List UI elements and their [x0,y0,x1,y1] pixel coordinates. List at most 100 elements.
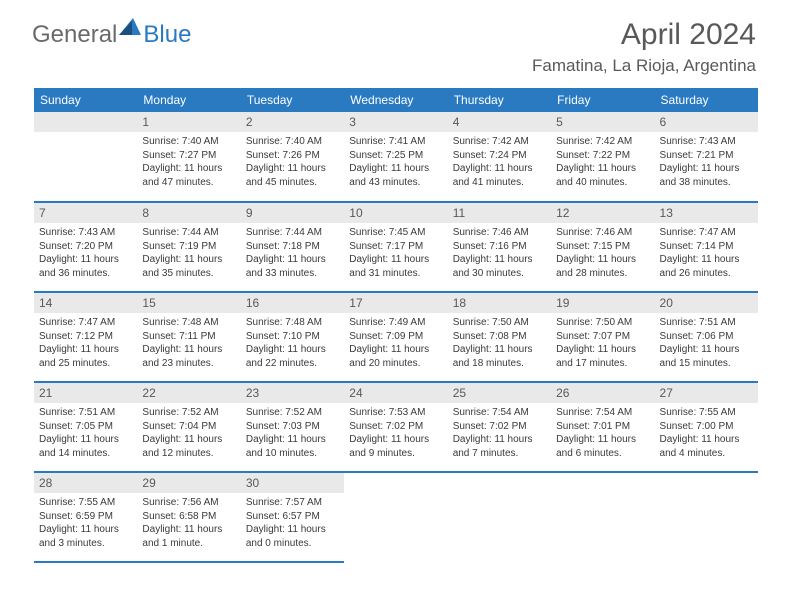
day-number: 30 [241,473,344,493]
daylight-text: Daylight: 11 hours and 17 minutes. [556,343,649,370]
day-details: Sunrise: 7:41 AMSunset: 7:25 PMDaylight:… [344,132,447,192]
sunset-text: Sunset: 7:19 PM [142,240,235,254]
day-number: 21 [34,383,137,403]
day-details: Sunrise: 7:43 AMSunset: 7:21 PMDaylight:… [655,132,758,192]
day-number: 6 [655,112,758,132]
sunset-text: Sunset: 7:07 PM [556,330,649,344]
day-number: 10 [344,203,447,223]
daylight-text: Daylight: 11 hours and 20 minutes. [349,343,442,370]
calendar-cell: 8Sunrise: 7:44 AMSunset: 7:19 PMDaylight… [137,202,240,292]
daylight-text: Daylight: 11 hours and 35 minutes. [142,253,235,280]
sunrise-text: Sunrise: 7:52 AM [246,406,339,420]
logo-text-blue: Blue [143,21,191,49]
sunrise-text: Sunrise: 7:47 AM [660,226,753,240]
weekday-header: Thursday [448,88,551,112]
sunrise-text: Sunrise: 7:48 AM [246,316,339,330]
calendar-cell: 18Sunrise: 7:50 AMSunset: 7:08 PMDayligh… [448,292,551,382]
calendar-cell: 23Sunrise: 7:52 AMSunset: 7:03 PMDayligh… [241,382,344,472]
weekday-header: Tuesday [241,88,344,112]
logo-text-general: General [32,21,117,49]
sunrise-text: Sunrise: 7:54 AM [453,406,546,420]
sunrise-text: Sunrise: 7:45 AM [349,226,442,240]
sunset-text: Sunset: 7:27 PM [142,149,235,163]
calendar-cell: 29Sunrise: 7:56 AMSunset: 6:58 PMDayligh… [137,472,240,562]
calendar-cell: 5Sunrise: 7:42 AMSunset: 7:22 PMDaylight… [551,112,654,202]
calendar-cell: 4Sunrise: 7:42 AMSunset: 7:24 PMDaylight… [448,112,551,202]
daylight-text: Daylight: 11 hours and 15 minutes. [660,343,753,370]
sunrise-text: Sunrise: 7:53 AM [349,406,442,420]
sunrise-text: Sunrise: 7:49 AM [349,316,442,330]
day-details: Sunrise: 7:42 AMSunset: 7:24 PMDaylight:… [448,132,551,192]
calendar-cell: 30Sunrise: 7:57 AMSunset: 6:57 PMDayligh… [241,472,344,562]
day-number: 12 [551,203,654,223]
day-number: 15 [137,293,240,313]
sunset-text: Sunset: 7:06 PM [660,330,753,344]
sunset-text: Sunset: 6:58 PM [142,510,235,524]
calendar-cell: 3Sunrise: 7:41 AMSunset: 7:25 PMDaylight… [344,112,447,202]
day-number: 26 [551,383,654,403]
calendar: SundayMondayTuesdayWednesdayThursdayFrid… [34,88,758,563]
calendar-cell: 1Sunrise: 7:40 AMSunset: 7:27 PMDaylight… [137,112,240,202]
weekday-header: Friday [551,88,654,112]
calendar-cell [655,472,758,562]
day-number: 28 [34,473,137,493]
sunrise-text: Sunrise: 7:40 AM [142,135,235,149]
weekday-header: Monday [137,88,240,112]
calendar-body: 1Sunrise: 7:40 AMSunset: 7:27 PMDaylight… [34,112,758,562]
sunset-text: Sunset: 7:15 PM [556,240,649,254]
daylight-text: Daylight: 11 hours and 43 minutes. [349,162,442,189]
calendar-cell: 13Sunrise: 7:47 AMSunset: 7:14 PMDayligh… [655,202,758,292]
calendar-cell: 14Sunrise: 7:47 AMSunset: 7:12 PMDayligh… [34,292,137,382]
calendar-cell: 26Sunrise: 7:54 AMSunset: 7:01 PMDayligh… [551,382,654,472]
daylight-text: Daylight: 11 hours and 4 minutes. [660,433,753,460]
calendar-row: 21Sunrise: 7:51 AMSunset: 7:05 PMDayligh… [34,382,758,472]
day-details: Sunrise: 7:46 AMSunset: 7:16 PMDaylight:… [448,223,551,283]
day-number: 5 [551,112,654,132]
day-details: Sunrise: 7:52 AMSunset: 7:03 PMDaylight:… [241,403,344,463]
calendar-cell: 25Sunrise: 7:54 AMSunset: 7:02 PMDayligh… [448,382,551,472]
daylight-text: Daylight: 11 hours and 30 minutes. [453,253,546,280]
sunset-text: Sunset: 7:03 PM [246,420,339,434]
day-details: Sunrise: 7:46 AMSunset: 7:15 PMDaylight:… [551,223,654,283]
day-details: Sunrise: 7:56 AMSunset: 6:58 PMDaylight:… [137,493,240,553]
sunrise-text: Sunrise: 7:46 AM [556,226,649,240]
sunset-text: Sunset: 7:02 PM [453,420,546,434]
location-subtitle: Famatina, La Rioja, Argentina [532,56,756,76]
sunrise-text: Sunrise: 7:47 AM [39,316,132,330]
sunset-text: Sunset: 6:57 PM [246,510,339,524]
calendar-cell [551,472,654,562]
calendar-cell: 19Sunrise: 7:50 AMSunset: 7:07 PMDayligh… [551,292,654,382]
day-details: Sunrise: 7:55 AMSunset: 7:00 PMDaylight:… [655,403,758,463]
day-number: 2 [241,112,344,132]
daylight-text: Daylight: 11 hours and 22 minutes. [246,343,339,370]
logo: General Blue [32,18,191,51]
sunrise-text: Sunrise: 7:50 AM [453,316,546,330]
calendar-cell: 11Sunrise: 7:46 AMSunset: 7:16 PMDayligh… [448,202,551,292]
calendar-row: 1Sunrise: 7:40 AMSunset: 7:27 PMDaylight… [34,112,758,202]
sunrise-text: Sunrise: 7:56 AM [142,496,235,510]
day-number: 22 [137,383,240,403]
day-details: Sunrise: 7:51 AMSunset: 7:05 PMDaylight:… [34,403,137,463]
sunset-text: Sunset: 7:02 PM [349,420,442,434]
day-number [34,112,137,132]
daylight-text: Daylight: 11 hours and 14 minutes. [39,433,132,460]
day-details: Sunrise: 7:43 AMSunset: 7:20 PMDaylight:… [34,223,137,283]
sunrise-text: Sunrise: 7:41 AM [349,135,442,149]
daylight-text: Daylight: 11 hours and 36 minutes. [39,253,132,280]
daylight-text: Daylight: 11 hours and 0 minutes. [246,523,339,550]
day-number: 4 [448,112,551,132]
calendar-table: SundayMondayTuesdayWednesdayThursdayFrid… [34,88,758,563]
calendar-row: 14Sunrise: 7:47 AMSunset: 7:12 PMDayligh… [34,292,758,382]
day-details: Sunrise: 7:54 AMSunset: 7:02 PMDaylight:… [448,403,551,463]
sunrise-text: Sunrise: 7:46 AM [453,226,546,240]
page-title: April 2024 [532,18,756,52]
calendar-head: SundayMondayTuesdayWednesdayThursdayFrid… [34,88,758,112]
daylight-text: Daylight: 11 hours and 33 minutes. [246,253,339,280]
day-number: 29 [137,473,240,493]
sunset-text: Sunset: 7:00 PM [660,420,753,434]
sunset-text: Sunset: 7:18 PM [246,240,339,254]
daylight-text: Daylight: 11 hours and 41 minutes. [453,162,546,189]
sunrise-text: Sunrise: 7:43 AM [660,135,753,149]
day-details: Sunrise: 7:40 AMSunset: 7:27 PMDaylight:… [137,132,240,192]
day-details: Sunrise: 7:44 AMSunset: 7:19 PMDaylight:… [137,223,240,283]
